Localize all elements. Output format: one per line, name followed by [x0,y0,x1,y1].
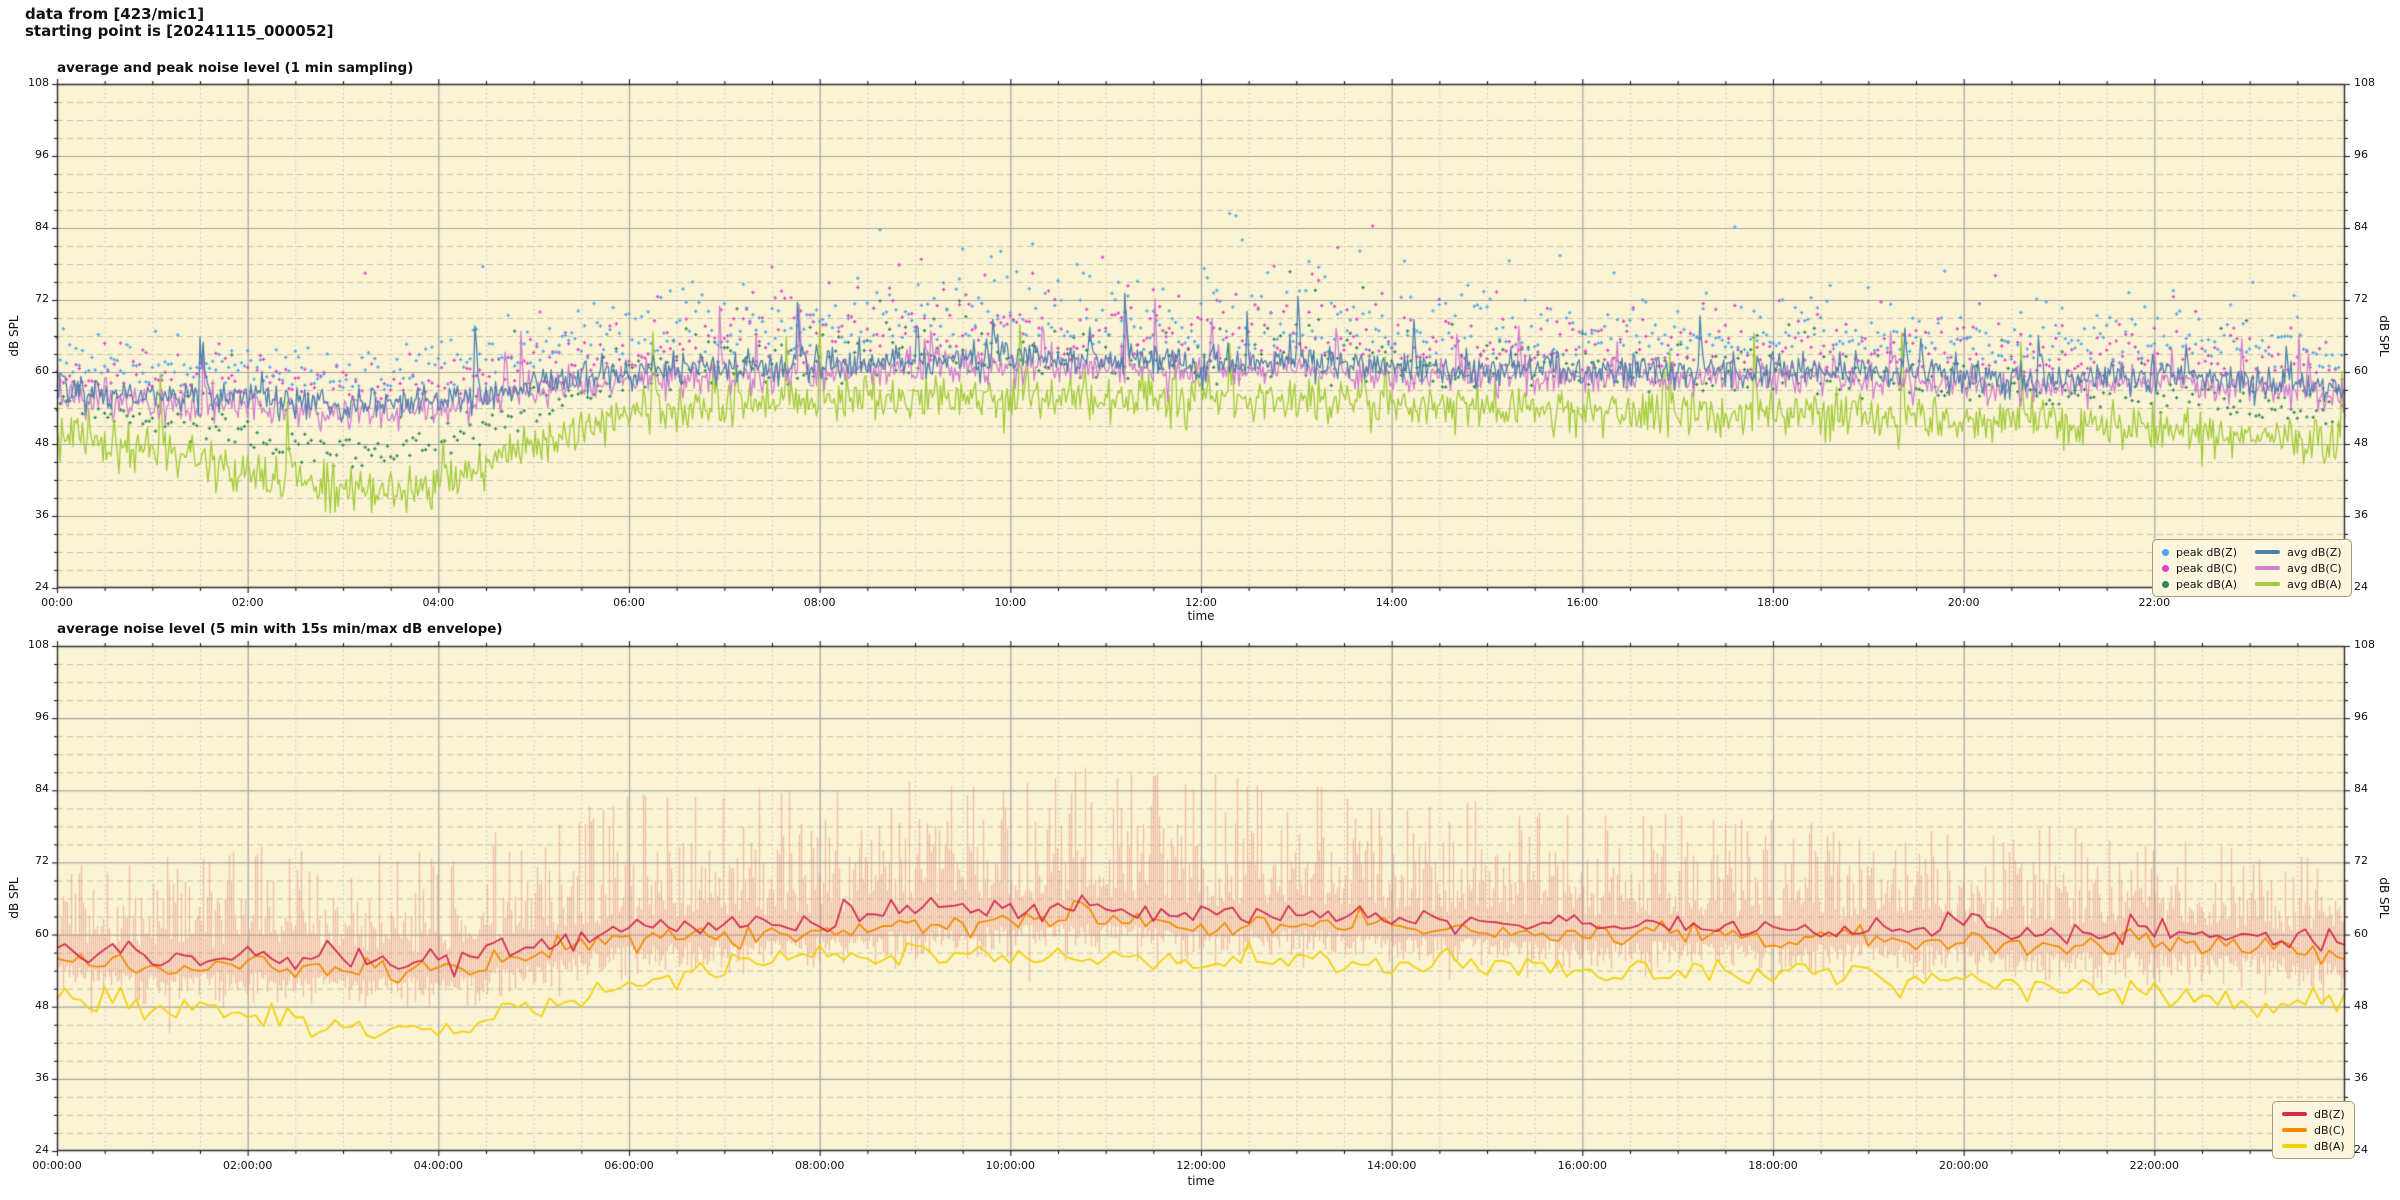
legend-label: peak dB(A) [2176,577,2237,591]
legend-column: avg dB(Z) avg dB(C) avg dB(A) [2255,545,2342,591]
y-tick-label-left: 60 [35,926,49,940]
x-tick-label: 20:00:00 [1938,1159,1989,1172]
top-x-axis-label: time [1187,609,1215,623]
y-tick-label-left: 60 [35,364,49,377]
y-tick-label-right: 72 [2354,292,2368,305]
bottom-plot-title: average noise level (5 min with 15s min/… [57,621,503,637]
y-tick-label-left: 72 [35,854,49,868]
legend-line-swatch [2255,566,2281,570]
x-tick-label: 18:00:00 [1748,1159,1798,1172]
top-plot-canvas [47,74,2355,598]
y-tick-label-right: 60 [2354,926,2368,940]
x-tick-label: 06:00 [613,596,645,609]
y-tick-label-left: 96 [35,710,49,724]
top-plot-legend: peak dB(Z) peak dB(C) peak dB(A) avg dB(Z) a… [2152,539,2352,597]
legend-item: peak dB(A) [2162,577,2237,591]
legend-item: avg dB(A) [2255,577,2342,591]
y-tick-label-left: 108 [28,638,49,651]
y-tick-label-left: 84 [35,782,49,796]
legend-label: dB(Z) [2314,1107,2345,1121]
legend-label: avg dB(Z) [2287,545,2342,559]
legend-label: dB(A) [2314,1139,2345,1153]
y-tick-label-right: 96 [2354,710,2368,724]
x-tick-label: 12:00:00 [1176,1159,1226,1172]
legend-line-swatch [2282,1112,2307,1116]
x-tick-label: 16:00 [1566,596,1599,609]
y-tick-label-right: 24 [2354,1143,2368,1156]
x-tick-label: 08:00:00 [794,1159,845,1172]
x-tick-label: 16:00:00 [1557,1159,1608,1172]
y-tick-label-left: 24 [35,580,49,593]
x-tick-label: 00:00:00 [32,1159,82,1172]
y-tick-label-right: 36 [2354,1070,2368,1084]
y-tick-label-right: 108 [2354,638,2375,651]
x-tick-label: 02:00 [231,596,264,609]
legend-label: dB(C) [2314,1123,2345,1137]
y-tick-label-right: 84 [2354,782,2368,796]
x-tick-label: 22:00 [2138,596,2171,609]
y-tick-label-left: 48 [35,998,49,1012]
legend-column: peak dB(Z) peak dB(C) peak dB(A) [2162,545,2237,591]
x-tick-label: 00:00 [41,596,73,609]
bottom-plot-canvas [47,636,2355,1161]
y-tick-label-left: 96 [35,148,49,161]
legend-item: peak dB(C) [2162,561,2237,575]
legend-line-swatch [2255,550,2281,554]
legend-column: dB(Z) dB(C) dB(A) [2282,1107,2345,1153]
header-line-1: data from [423/mic1] [25,5,205,23]
y-tick-label-left: 108 [28,76,49,89]
x-tick-label: 06:00:00 [604,1159,654,1172]
legend-line-swatch [2282,1128,2307,1132]
legend-item: avg dB(C) [2255,561,2342,575]
legend-dot-swatch [2162,580,2169,588]
x-tick-label: 14:00:00 [1366,1159,1417,1172]
legend-line-swatch [2282,1144,2307,1148]
legend-item: dB(Z) [2282,1107,2345,1121]
x-tick-label: 14:00 [1375,596,1408,609]
x-tick-label: 10:00 [994,596,1027,609]
y-tick-label-left: 72 [35,292,49,305]
y-tick-label-right: 60 [2354,364,2368,377]
y-tick-label-right: 84 [2354,220,2368,233]
y-tick-label-right: 24 [2354,580,2368,593]
y-tick-label-right: 108 [2354,76,2375,89]
x-tick-label: 04:00:00 [413,1159,464,1172]
legend-item: peak dB(Z) [2162,545,2237,559]
legend-label: peak dB(Z) [2176,545,2238,559]
legend-line-swatch [2255,582,2281,586]
y-tick-label-left: 36 [35,1070,49,1084]
bottom-x-axis-label: time [1187,1174,1215,1188]
y-tick-label-left: 36 [35,508,49,521]
y-tick-label-left: 48 [35,436,49,449]
y-tick-label-left: 24 [35,1143,49,1156]
y-tick-label-right: 48 [2354,436,2368,449]
x-tick-label: 08:00 [803,596,836,609]
y-tick-label-left: 84 [35,220,49,233]
bottom-plot-legend: dB(Z) dB(C) dB(A) [2272,1101,2355,1159]
legend-dot-swatch [2162,548,2169,556]
legend-dot-swatch [2162,564,2169,572]
header-line-2: starting point is [20241115_000052] [25,22,334,40]
y-tick-label-right: 72 [2354,854,2368,868]
x-tick-label: 12:00 [1185,596,1217,609]
legend-label: avg dB(C) [2287,561,2342,575]
x-tick-label: 20:00 [1947,596,1980,609]
legend-label: peak dB(C) [2176,561,2238,575]
legend-item: avg dB(Z) [2255,545,2342,559]
x-tick-label: 18:00 [1757,596,1789,609]
x-tick-label: 10:00:00 [985,1159,1036,1172]
y-tick-label-right: 96 [2354,148,2368,161]
y-tick-label-right: 48 [2354,998,2368,1012]
x-tick-label: 02:00:00 [222,1159,273,1172]
legend-item: dB(C) [2282,1123,2345,1137]
x-tick-label: 22:00:00 [2129,1159,2180,1172]
y-tick-label-right: 36 [2354,508,2368,521]
legend-item: dB(A) [2282,1139,2345,1153]
x-tick-label: 04:00 [422,596,455,609]
top-plot-title: average and peak noise level (1 min samp… [57,60,414,76]
legend-label: avg dB(A) [2287,577,2342,591]
